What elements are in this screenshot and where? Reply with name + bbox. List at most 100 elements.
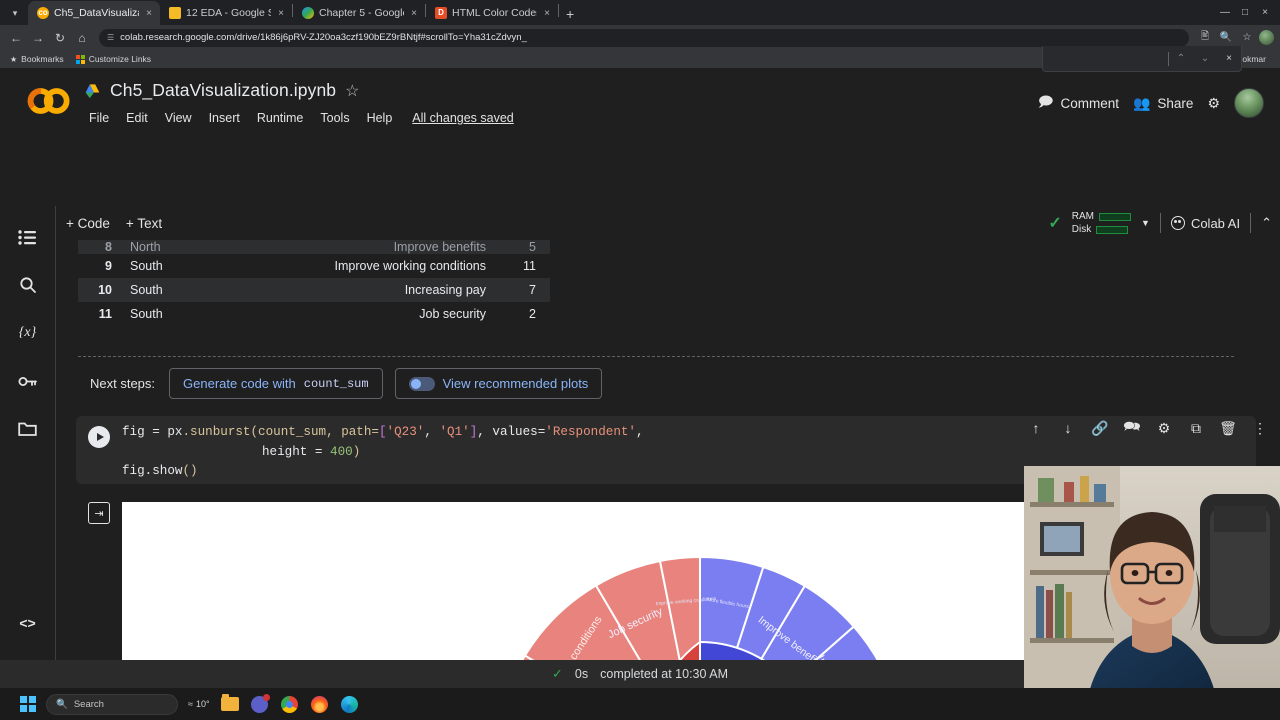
document-title-row: Ch5_DataVisualization.ipynb ☆	[84, 80, 359, 101]
address-bar[interactable]: ☰ colab.research.google.com/drive/1k86j6…	[99, 28, 1189, 47]
browser-tab-1[interactable]: 12 EDA - Google Slides ×	[160, 1, 292, 25]
search-icon[interactable]	[11, 268, 45, 302]
code-token: ]	[469, 425, 478, 439]
run-cell-icon[interactable]	[88, 426, 110, 448]
tab-close-icon[interactable]: ×	[411, 7, 417, 19]
menu-bar: File Edit View Insert Runtime Tools Help…	[84, 109, 514, 127]
add-text-cell-button[interactable]: + Text	[125, 215, 163, 231]
reload-button[interactable]: ↻	[54, 30, 66, 45]
sunburst-outer-label-east-improve-working-conditions: Improve working conditions	[655, 596, 716, 607]
cell-settings-icon[interactable]: ⚙	[1157, 419, 1171, 436]
code-snippets-icon[interactable]: <>	[19, 615, 36, 631]
reading-list-icon[interactable]: 🖹	[1200, 31, 1210, 42]
delete-cell-icon[interactable]: 🗑	[1219, 419, 1237, 436]
find-bar[interactable]: ⌃ ⌄ ×	[1042, 46, 1242, 72]
table-row[interactable]: 11 South Job security 2	[78, 302, 550, 326]
avatar[interactable]	[1234, 88, 1264, 118]
row-index: 11	[98, 307, 112, 321]
code-cell-source[interactable]: fig = px.sunburst(count_sum, path=['Q23'…	[122, 416, 644, 484]
page-title[interactable]: Ch5_DataVisualization.ipynb	[110, 80, 337, 100]
chrome-icon[interactable]	[280, 694, 300, 714]
output-arrow-icon[interactable]: ⇥	[88, 502, 110, 524]
move-cell-down-icon[interactable]: ↓	[1064, 420, 1072, 436]
star-icon[interactable]: ☆	[345, 82, 360, 100]
tab-close-icon[interactable]: ×	[146, 7, 152, 19]
run-cell-gutter	[76, 416, 122, 484]
bookmark-item-bookmarks[interactable]: ★ Bookmarks	[10, 54, 64, 64]
search-icon: 🔍	[56, 698, 68, 710]
menu-edit[interactable]: Edit	[126, 111, 148, 125]
home-button[interactable]: ⌂	[78, 30, 86, 45]
forward-button[interactable]: →	[32, 30, 44, 45]
comment-icon: 🗩	[1037, 93, 1054, 109]
more-options-icon[interactable]: ⋮	[1253, 419, 1267, 436]
bookmark-star-icon[interactable]: ☆	[1242, 32, 1252, 43]
add-code-cell-button[interactable]: + Code	[66, 215, 110, 231]
new-tab-button[interactable]: +	[566, 6, 575, 22]
tab-search-button[interactable]: ▾	[12, 7, 18, 18]
window-maximize-button[interactable]: □	[1241, 7, 1249, 18]
site-settings-icon[interactable]: ☰	[107, 33, 115, 42]
comment-button[interactable]: 🗩 Comment	[1038, 91, 1119, 115]
mirror-cell-icon[interactable]: ⧉	[1191, 419, 1201, 436]
save-status[interactable]: All changes saved	[412, 111, 514, 125]
firefox-icon[interactable]	[310, 694, 330, 714]
link-to-cell-icon[interactable]: 🔗	[1091, 419, 1109, 436]
menu-tools[interactable]: Tools	[320, 111, 350, 125]
start-icon[interactable]	[20, 696, 36, 712]
colab-logo-icon[interactable]	[26, 86, 72, 116]
colab-ai-button[interactable]: Colab AI	[1170, 216, 1240, 231]
find-close-icon[interactable]: ×	[1226, 53, 1232, 64]
folder-icon[interactable]	[11, 412, 45, 446]
key-icon[interactable]	[11, 364, 45, 398]
search-input[interactable]: 🔍 Search	[46, 693, 178, 715]
chevron-down-icon[interactable]: ▼	[1141, 218, 1150, 228]
table-row[interactable]: 10 South Increasing pay 7	[78, 278, 550, 302]
menu-help[interactable]: Help	[366, 111, 393, 125]
edge-icon[interactable]	[340, 694, 360, 714]
toggle-icon[interactable]	[408, 376, 435, 391]
menu-view[interactable]: View	[164, 111, 192, 125]
zoom-search-icon[interactable]: 🔍	[1219, 32, 1233, 43]
tab-close-icon[interactable]: ×	[278, 7, 284, 19]
add-comment-icon[interactable]: 🗪	[1123, 418, 1141, 434]
window-minimize-button[interactable]: —	[1220, 7, 1230, 18]
weather-temp: 10°	[195, 699, 210, 709]
browser-tab-3[interactable]: D HTML Color Codes ×	[426, 1, 558, 25]
dataframe-table[interactable]: 8 North Improve benefits 5 9 South Impro…	[78, 240, 550, 326]
variables-icon[interactable]: {x}	[18, 325, 37, 340]
resource-meter[interactable]: RAM Disk	[1072, 211, 1132, 235]
menu-file[interactable]: File	[89, 111, 110, 125]
file-explorer-icon[interactable]	[220, 694, 240, 714]
menu-runtime[interactable]: Runtime	[256, 111, 304, 125]
success-check-icon: ✓	[552, 666, 563, 681]
weather-widget[interactable]: ≈ 10°	[188, 699, 210, 709]
row-index: 10	[98, 283, 112, 297]
bookmark-item-customize-links[interactable]: Customize Links	[75, 54, 151, 64]
window-close-button[interactable]: ×	[1262, 7, 1268, 18]
runtime-status-group: ✓ RAM Disk ▼ Colab AI ⌃	[1048, 206, 1272, 240]
profile-avatar[interactable]	[1259, 30, 1274, 45]
generate-code-button[interactable]: Generate code with count_sum	[169, 368, 383, 399]
ms-squares-icon	[75, 54, 85, 64]
table-row[interactable]: 9 South Improve working conditions 11	[78, 254, 550, 278]
move-cell-up-icon[interactable]: ↑	[1032, 420, 1040, 436]
browser-tab-2[interactable]: Chapter 5 - Google Drive ×	[293, 1, 425, 25]
back-button[interactable]: ←	[10, 30, 22, 45]
find-input[interactable]	[1043, 46, 1168, 71]
header-actions: 🗩 Comment 👥 Share ⚙	[1038, 88, 1264, 118]
browser-tab-0[interactable]: co Ch5_DataVisualization.ipynb - C ×	[28, 1, 160, 25]
menu-insert[interactable]: Insert	[208, 111, 240, 125]
share-button[interactable]: 👥 Share	[1133, 95, 1193, 112]
settings-button[interactable]: ⚙	[1207, 95, 1220, 112]
view-recommended-plots-button[interactable]: View recommended plots	[394, 368, 603, 399]
find-previous-icon[interactable]: ⌃	[1176, 53, 1186, 64]
tab-close-icon[interactable]: ×	[544, 7, 550, 19]
find-next-icon[interactable]: ⌄	[1200, 53, 1210, 64]
table-row-clipped[interactable]: 8 North Improve benefits 5	[78, 240, 550, 254]
toc-icon[interactable]	[11, 220, 45, 254]
code-cell[interactable]: fig = px.sunburst(count_sum, path=['Q23'…	[76, 416, 1256, 484]
teams-icon[interactable]	[250, 693, 271, 714]
chevron-up-icon[interactable]: ⌃	[1261, 215, 1272, 230]
bookmarks-overflow-label[interactable]: ll Bookmar	[1225, 54, 1266, 64]
